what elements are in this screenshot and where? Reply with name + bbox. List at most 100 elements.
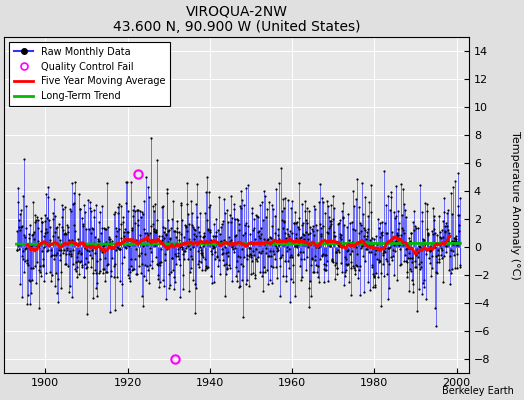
Point — [354, 275, 363, 282]
Point — [354, 230, 363, 236]
Point — [454, 203, 463, 209]
Point — [91, 250, 99, 256]
Point — [297, 256, 305, 262]
Point — [126, 178, 135, 185]
Point — [366, 248, 375, 255]
Point — [27, 265, 36, 272]
Point — [18, 192, 27, 199]
Point — [407, 268, 415, 274]
Point — [24, 231, 32, 237]
Point — [257, 231, 266, 238]
Point — [117, 203, 126, 210]
Point — [213, 254, 221, 260]
Point — [38, 256, 47, 263]
Point — [123, 241, 132, 247]
Point — [115, 201, 124, 208]
Point — [332, 249, 340, 256]
Point — [270, 213, 279, 220]
Point — [437, 235, 445, 241]
Point — [416, 244, 424, 250]
Point — [400, 230, 408, 236]
Point — [436, 252, 445, 258]
Point — [307, 262, 315, 268]
Point — [93, 258, 101, 264]
Point — [190, 225, 198, 232]
Point — [392, 232, 401, 238]
Point — [447, 247, 455, 253]
Point — [47, 247, 56, 254]
Point — [247, 254, 256, 261]
Point — [81, 245, 89, 251]
Point — [369, 284, 378, 290]
Point — [202, 189, 210, 195]
Point — [28, 232, 37, 238]
Point — [39, 262, 48, 268]
Point — [291, 243, 299, 249]
Point — [49, 216, 58, 222]
Point — [177, 231, 185, 238]
Point — [124, 228, 132, 235]
Point — [208, 241, 216, 247]
Point — [299, 231, 308, 237]
Point — [110, 211, 118, 218]
Point — [249, 227, 257, 234]
Point — [32, 259, 41, 265]
Point — [329, 193, 337, 199]
Point — [84, 242, 92, 249]
Point — [259, 268, 268, 275]
Point — [70, 190, 78, 196]
Point — [168, 255, 176, 261]
Point — [250, 272, 259, 278]
Point — [107, 268, 116, 274]
Point — [160, 257, 169, 264]
Point — [176, 294, 184, 300]
Point — [308, 255, 316, 261]
Point — [128, 207, 137, 214]
Point — [63, 245, 71, 252]
Point — [211, 233, 219, 239]
Point — [351, 271, 359, 278]
Point — [242, 281, 250, 288]
Point — [313, 269, 321, 275]
Point — [436, 245, 445, 252]
Point — [46, 223, 54, 230]
Point — [351, 267, 359, 273]
Point — [454, 211, 462, 218]
Point — [169, 267, 177, 273]
Point — [159, 282, 168, 289]
Point — [408, 254, 416, 261]
Point — [198, 267, 206, 274]
Point — [280, 258, 289, 264]
Point — [93, 293, 101, 299]
Point — [390, 208, 398, 215]
Point — [412, 264, 420, 270]
Point — [139, 273, 148, 280]
Point — [334, 220, 343, 226]
Point — [22, 203, 30, 209]
Point — [75, 206, 84, 212]
Point — [258, 288, 267, 294]
Point — [314, 274, 322, 281]
Point — [268, 280, 277, 286]
Point — [320, 279, 329, 285]
Point — [173, 218, 181, 224]
Point — [280, 204, 288, 211]
Point — [263, 237, 271, 244]
Point — [235, 220, 244, 227]
Point — [456, 262, 465, 268]
Point — [48, 233, 57, 240]
Point — [397, 181, 406, 187]
Point — [139, 242, 147, 249]
Point — [73, 274, 81, 280]
Point — [89, 295, 97, 301]
Point — [356, 292, 365, 298]
Point — [60, 261, 69, 267]
Point — [380, 273, 388, 279]
Point — [61, 230, 69, 236]
Point — [112, 232, 121, 239]
Point — [125, 266, 134, 272]
Point — [121, 244, 129, 250]
Point — [451, 178, 459, 184]
Point — [325, 218, 334, 224]
Point — [335, 243, 344, 250]
